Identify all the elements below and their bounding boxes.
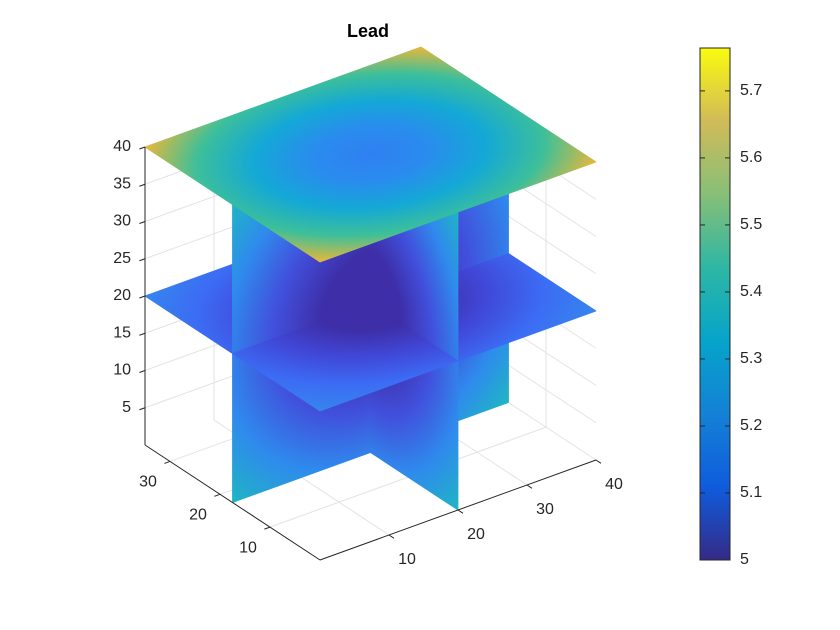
x-tick-label: 20 xyxy=(467,526,485,543)
x-tick-label: 10 xyxy=(398,551,416,568)
colorbar-tick-label: 5.7 xyxy=(740,82,762,99)
z-tick xyxy=(139,183,146,187)
x-tick xyxy=(388,534,395,539)
colorbar xyxy=(699,47,731,561)
y-axis xyxy=(144,444,321,561)
slice-cell xyxy=(297,383,355,412)
colorbar-tick-label: 5.6 xyxy=(740,149,762,166)
colorbar-tick-label: 5.1 xyxy=(740,484,762,501)
z-tick-label: 35 xyxy=(113,175,131,192)
z-tick xyxy=(139,146,146,150)
colorbar-tick-label: 5.4 xyxy=(740,283,762,300)
chart-title: Lead xyxy=(347,21,389,41)
z-tick xyxy=(139,295,146,299)
z-tick-label: 10 xyxy=(113,362,131,379)
z-tick xyxy=(139,258,146,262)
x-tick-label: 30 xyxy=(536,501,554,518)
axes-layer: 10 20 30 40 10 20 30 5 10 15 20 25 30 35 40 xyxy=(113,138,623,568)
slice-layer xyxy=(144,46,597,511)
z-tick xyxy=(139,407,146,411)
y-tick-label: 30 xyxy=(139,474,157,491)
x-tick xyxy=(457,509,464,514)
y-tick xyxy=(264,526,271,530)
colorbar-tick-label: 5 xyxy=(740,551,749,568)
colorbar-tick-label: 5.2 xyxy=(740,417,762,434)
x-tick xyxy=(595,459,602,464)
z-tick-label: 30 xyxy=(113,213,131,230)
z-tick-label: 25 xyxy=(113,250,131,267)
slice-cell xyxy=(297,234,355,263)
z-tick xyxy=(139,370,146,373)
z-tick-label: 15 xyxy=(113,324,131,341)
x-tick xyxy=(526,484,533,489)
colorbar-tick-label: 5.5 xyxy=(740,216,762,233)
y-tick-label: 10 xyxy=(239,539,257,556)
y-tick xyxy=(164,460,171,464)
z-tick-label: 40 xyxy=(113,138,131,155)
colorbar-tick-label: 5.3 xyxy=(740,350,762,367)
y-tick-label: 20 xyxy=(189,507,207,524)
z-tick-label: 20 xyxy=(113,287,131,304)
z-tick xyxy=(139,332,146,336)
z-tick-label: 5 xyxy=(122,399,131,416)
z-tick xyxy=(139,221,146,224)
x-tick-label: 40 xyxy=(605,476,623,493)
y-tick xyxy=(214,493,221,497)
